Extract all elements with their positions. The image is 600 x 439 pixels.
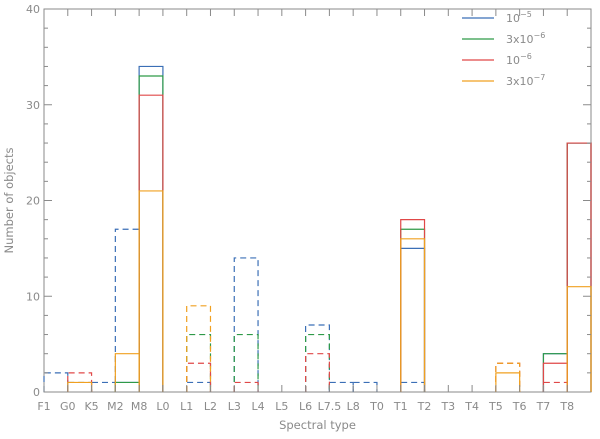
dashed-bin-bar [305, 353, 330, 392]
x-tick-label: L5 [275, 400, 288, 413]
solid-bin-bar [566, 142, 592, 392]
solid-bin-bar [400, 228, 426, 392]
dashed-bin-bar [186, 362, 212, 392]
x-tick-label: T7 [536, 400, 551, 413]
x-tick-label: T4 [464, 400, 479, 413]
solid-bin-bar [495, 372, 521, 392]
dashed-bin-bar [352, 381, 378, 392]
x-tick-label: T6 [512, 400, 527, 413]
x-tick-label: L1 [180, 400, 193, 413]
x-tick-label: K5 [84, 400, 98, 413]
solid-bin-bar [542, 362, 568, 392]
dashed-bin-bar [542, 381, 568, 392]
legend-label: 10−5 [506, 10, 532, 25]
solid-bin-bar [400, 238, 426, 392]
x-tick-label: M8 [131, 400, 148, 413]
y-axis-title: Number of objects [2, 147, 16, 253]
solid-bin-bar [400, 247, 426, 392]
x-tick-label: L7.5 [318, 400, 342, 413]
x-tick-label: M2 [107, 400, 124, 413]
solid-bin-bar [400, 219, 426, 392]
dashed-bin-bar [67, 381, 93, 392]
solid-bin-bar [67, 381, 93, 392]
dashed-bin-bar [495, 362, 521, 392]
x-tick-label: T8 [559, 400, 574, 413]
dashed-bin-bar [233, 333, 259, 392]
x-tick-label: F1 [37, 400, 50, 413]
x-tick-label: G0 [60, 400, 76, 413]
legend-label: 3x10−6 [506, 31, 545, 46]
x-tick-label: L3 [228, 400, 241, 413]
dashed-bin-bar [233, 381, 259, 392]
histogram-bars [43, 65, 592, 392]
solid-bin-bar [138, 75, 164, 392]
x-tick-label: L8 [347, 400, 360, 413]
x-tick-label: T3 [440, 400, 455, 413]
x-tick-label: L6 [299, 400, 312, 413]
x-tick-label: T5 [488, 400, 503, 413]
y-tick-label: 30 [26, 99, 40, 112]
solid-bin-bar [138, 94, 164, 392]
axis-ticks: 0 10 20 30 40 F1 G0 K5 M2 M8 L0 L1 L2 L3 L4 L5 L6 L7.5 L8 T… [26, 3, 591, 413]
dashed-bin-bar [186, 305, 212, 392]
solid-bin-bar [542, 353, 568, 392]
solid-bin-bar [114, 381, 140, 392]
y-tick-label: 20 [26, 195, 40, 208]
dashed-bin-bar [495, 362, 521, 392]
x-tick-label: L2 [204, 400, 217, 413]
dashed-bin-bar [233, 257, 259, 392]
solid-bin-bar [566, 142, 592, 392]
dashed-bin-bar [328, 381, 354, 392]
solid-bin-bar [114, 381, 140, 392]
solid-bin-bar [566, 286, 592, 392]
x-tick-label: L0 [156, 400, 169, 413]
legend: 10−5 3x10−6 10−6 3x10−7 [462, 10, 545, 88]
dashed-bin-bar [114, 228, 140, 392]
solid-bin-bar [138, 190, 164, 392]
solid-bin-bar [138, 65, 164, 392]
y-tick-label: 10 [26, 290, 40, 303]
solid-bin-bar [542, 353, 568, 392]
legend-label: 10−6 [506, 52, 532, 67]
x-tick-label: T2 [417, 400, 432, 413]
dashed-bin-bar [90, 381, 116, 392]
legend-label: 3x10−7 [506, 73, 545, 88]
x-axis-title: Spectral type [279, 418, 356, 432]
dashed-bin-bar [400, 381, 426, 392]
y-tick-label: 0 [33, 386, 40, 399]
solid-bin-bar [566, 142, 592, 392]
x-tick-label: T1 [393, 400, 408, 413]
y-tick-label: 40 [26, 3, 40, 16]
dashed-bin-bar [43, 372, 69, 392]
x-tick-label: L4 [251, 400, 264, 413]
solid-bin-bar [114, 353, 140, 392]
dashed-bin-bar [186, 381, 212, 392]
dashed-bin-bar [305, 333, 330, 392]
x-tick-label: T0 [369, 400, 384, 413]
